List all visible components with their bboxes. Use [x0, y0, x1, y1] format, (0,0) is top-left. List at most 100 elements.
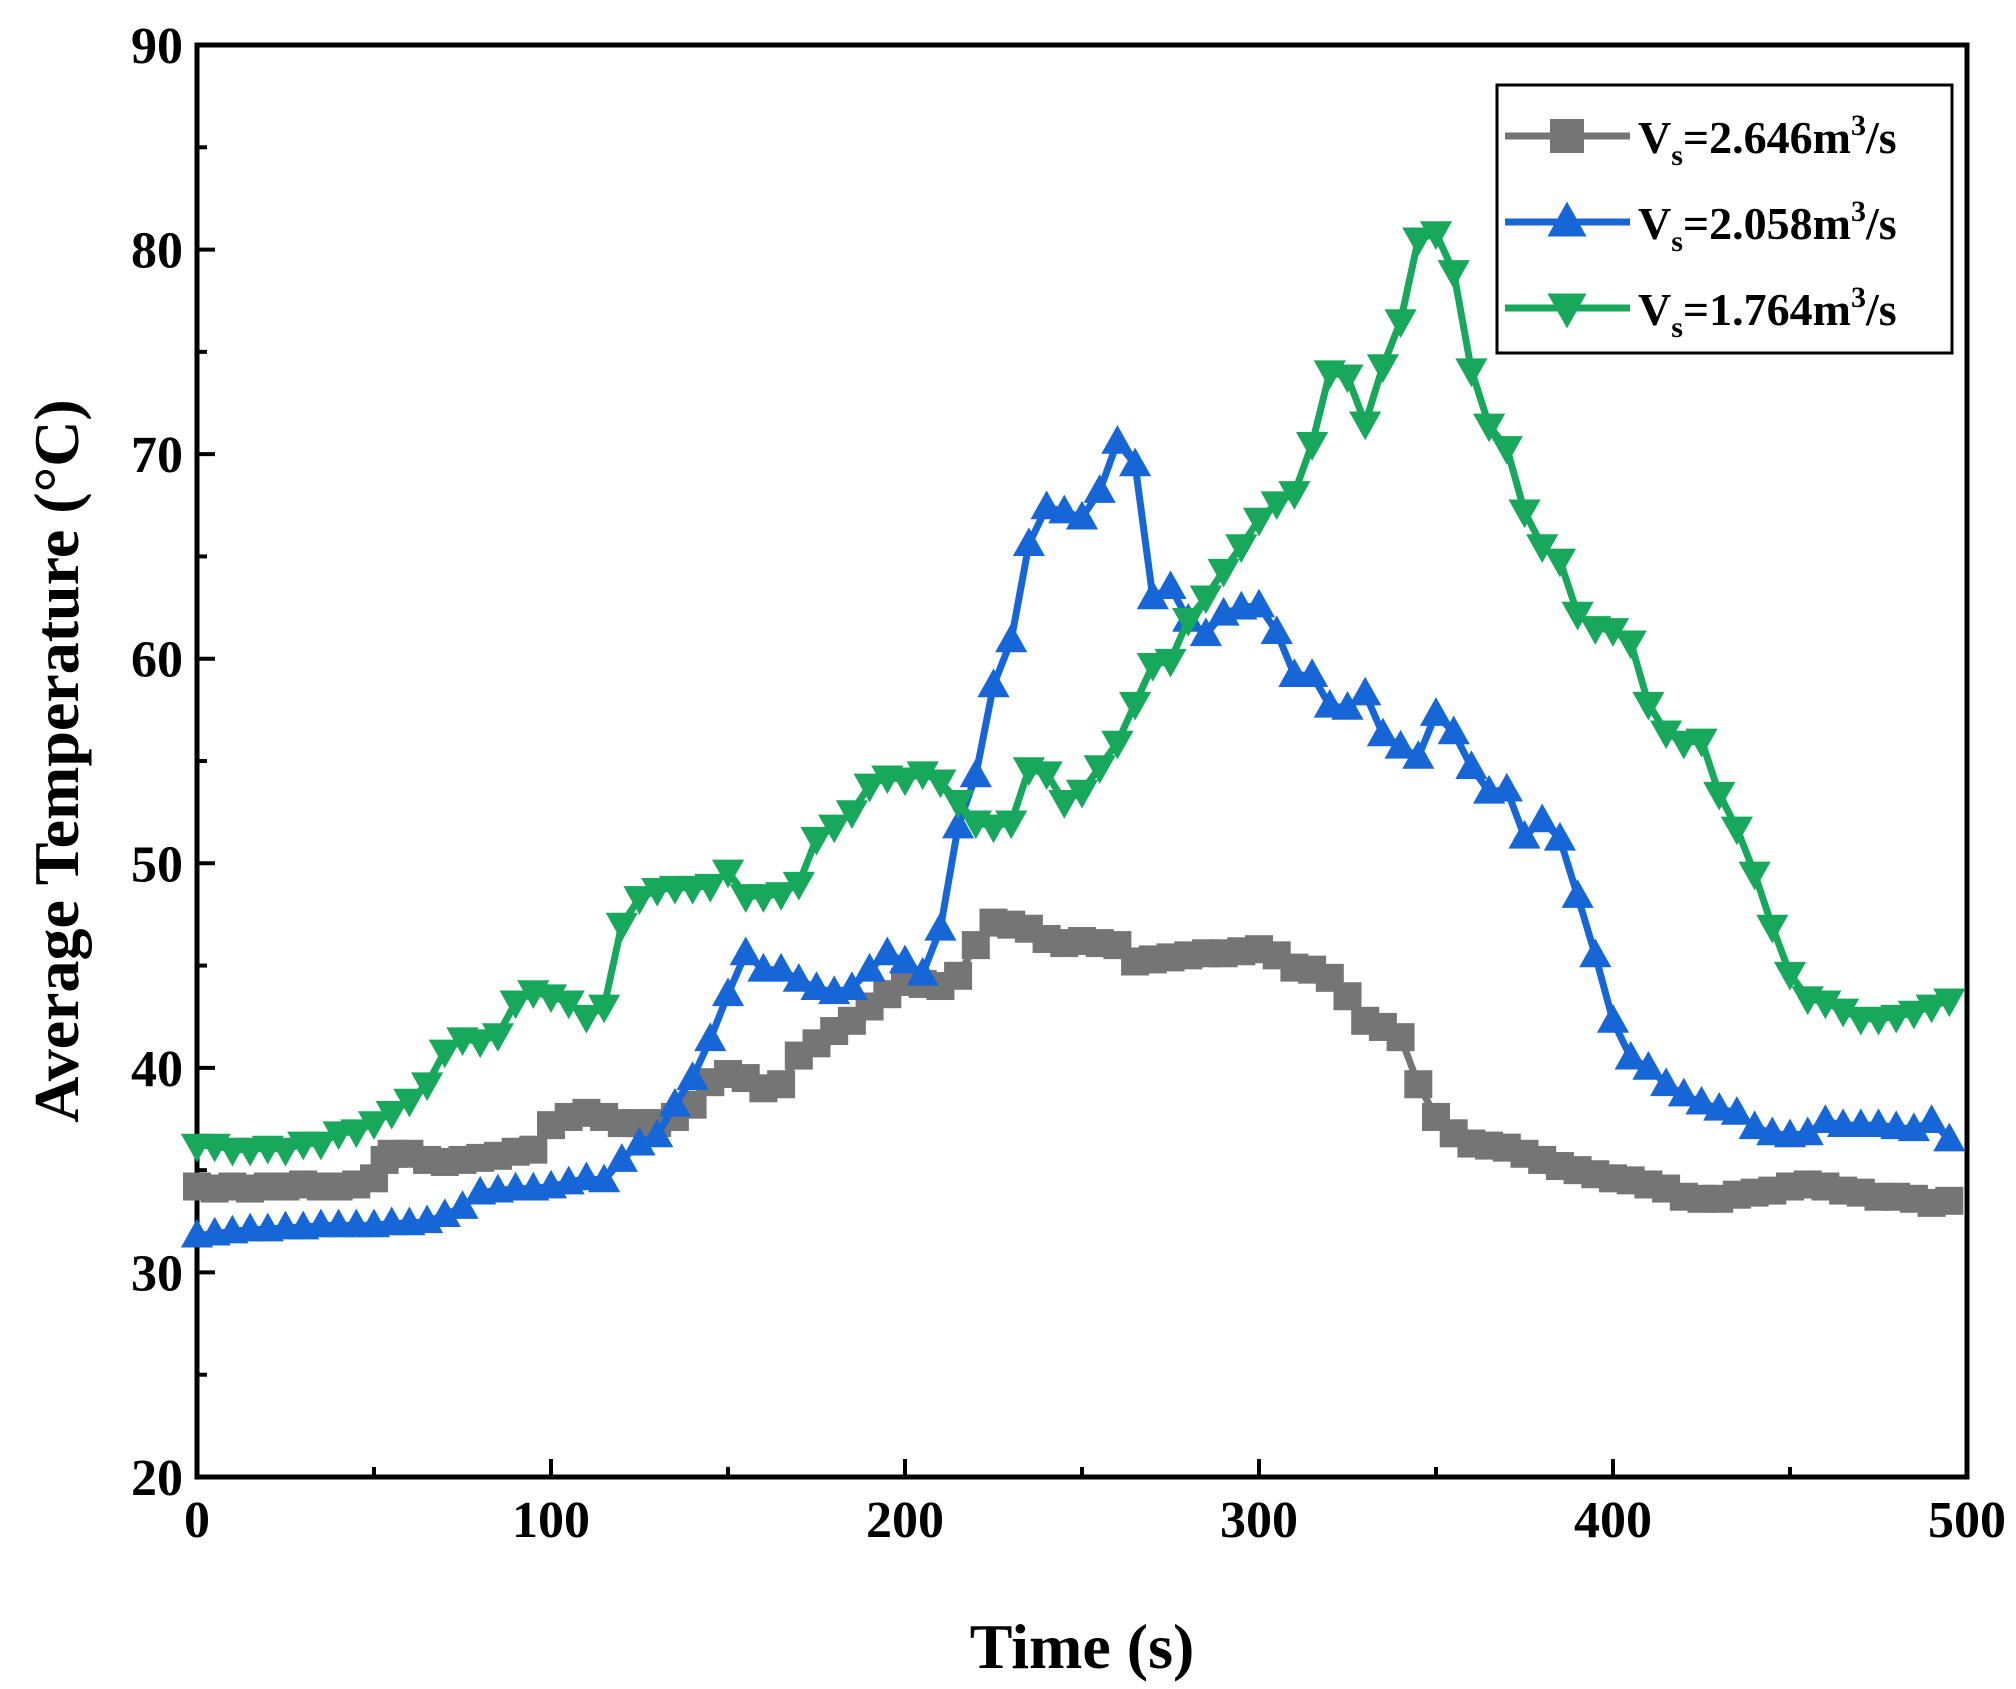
- data-point: [1419, 697, 1453, 726]
- data-point: [1455, 358, 1488, 388]
- data-point: [924, 911, 957, 941]
- data-point: [818, 814, 851, 844]
- data-point: [1897, 1112, 1930, 1142]
- legend-label: Vs=1.764m3/s: [1638, 281, 1897, 344]
- y-tick-label: 90: [131, 18, 183, 75]
- data-point: [1333, 982, 1362, 1011]
- y-tick-label: 30: [131, 1245, 183, 1302]
- data-point: [1172, 607, 1205, 637]
- data-point: [623, 1126, 656, 1156]
- data-point: [1490, 436, 1523, 465]
- data-point: [1650, 1067, 1683, 1097]
- data-point: [906, 761, 939, 791]
- data-point: [711, 859, 745, 889]
- data-point: [605, 1143, 638, 1172]
- data-point: [481, 1023, 514, 1052]
- data-point: [446, 1190, 479, 1219]
- series-3: [180, 221, 1966, 1167]
- data-point: [1543, 821, 1576, 851]
- data-point: [1738, 861, 1771, 891]
- data-point: [1915, 1104, 1948, 1133]
- x-tick-label: 200: [866, 1492, 944, 1549]
- data-point: [782, 871, 815, 901]
- x-tick-label: 400: [1574, 1492, 1652, 1549]
- data-point: [428, 1039, 461, 1069]
- data-point: [605, 912, 638, 942]
- data-point: [1632, 691, 1665, 721]
- data-point: [1437, 715, 1470, 745]
- data-point: [1065, 500, 1099, 530]
- legend-item: Vs=2.646m3/s: [1505, 109, 1897, 172]
- data-point: [765, 882, 798, 911]
- data-point: [1547, 201, 1587, 237]
- series-2: [180, 425, 1966, 1248]
- legend-item: Vs=1.764m3/s: [1505, 281, 1897, 344]
- data-point: [357, 1111, 391, 1140]
- data-point: [800, 826, 833, 856]
- data-point: [1083, 474, 1116, 503]
- data-point: [1419, 221, 1453, 251]
- data-point: [1508, 499, 1541, 529]
- series-layer: [180, 221, 1966, 1248]
- data-point: [1366, 717, 1399, 747]
- data-point: [906, 956, 939, 986]
- data-point: [1136, 580, 1169, 610]
- data-point: [1384, 309, 1417, 338]
- data-point: [1720, 816, 1753, 846]
- data-point: [1331, 364, 1364, 394]
- data-point: [942, 809, 975, 839]
- data-point: [1703, 781, 1736, 811]
- data-point: [1384, 729, 1417, 759]
- data-point: [1550, 119, 1584, 153]
- data-point: [658, 1087, 691, 1117]
- data-point: [1827, 998, 1860, 1028]
- data-point: [1260, 491, 1293, 521]
- data-point: [1773, 961, 1807, 991]
- data-point: [1455, 750, 1488, 780]
- data-point: [641, 1118, 674, 1148]
- legend-label: Vs=2.646m3/s: [1638, 109, 1897, 172]
- data-point: [428, 1198, 461, 1228]
- legend-item: Vs=2.058m3/s: [1505, 195, 1897, 258]
- data-point: [1065, 779, 1099, 809]
- y-tick-label: 50: [131, 836, 183, 893]
- data-point: [1596, 618, 1630, 647]
- axes: 0 100 200 300 400 500 20 30 40 50 60 70 80 90: [131, 18, 2006, 1549]
- data-point: [1547, 293, 1587, 329]
- data-point: [1561, 601, 1594, 631]
- data-point: [393, 1088, 426, 1118]
- data-point: [729, 936, 762, 966]
- data-point: [995, 623, 1028, 653]
- data-point: [694, 1022, 727, 1052]
- y-tick-label: 40: [131, 1041, 183, 1098]
- data-point: [1614, 630, 1647, 660]
- data-point: [340, 1119, 373, 1149]
- data-point: [1260, 615, 1293, 645]
- data-point: [888, 944, 922, 974]
- data-point: [942, 790, 975, 819]
- data-point: [1685, 728, 1718, 758]
- data-point: [1296, 658, 1329, 687]
- y-tick-label: 60: [131, 632, 183, 689]
- data-point: [694, 873, 727, 903]
- data-point: [1296, 432, 1329, 461]
- data-point: [1738, 1110, 1771, 1140]
- data-point: [1189, 617, 1222, 647]
- legend: Vs=2.646m3/s Vs=2.058m3/s Vs=1.764m3/s: [1495, 83, 1954, 355]
- data-point: [1278, 481, 1311, 510]
- data-point: [1048, 494, 1081, 524]
- data-point: [853, 773, 886, 803]
- data-point: [1756, 914, 1789, 944]
- data-point: [959, 758, 992, 788]
- data-point: [765, 952, 798, 982]
- data-point: [1402, 740, 1435, 769]
- data-point: [519, 1135, 548, 1164]
- data-point: [944, 961, 973, 990]
- data-point: [1386, 1023, 1415, 1052]
- data-point: [1402, 227, 1435, 257]
- data-point: [1349, 676, 1382, 706]
- data-point: [711, 977, 745, 1007]
- data-point: [1101, 425, 1134, 454]
- data-point: [888, 767, 922, 797]
